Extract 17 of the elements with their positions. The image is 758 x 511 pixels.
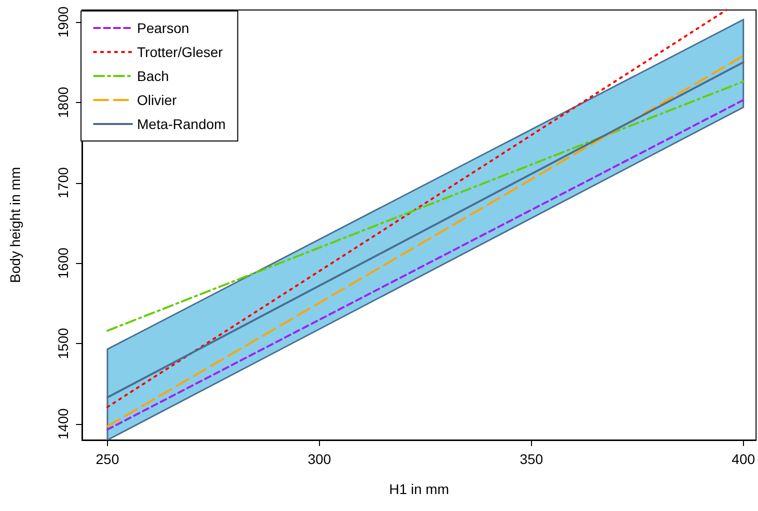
legend-label: Bach	[137, 68, 169, 84]
y-tick-label: 1500	[55, 328, 71, 360]
x-tick-label: 350	[520, 451, 544, 467]
x-axis-title: H1 in mm	[389, 481, 449, 497]
y-axis-title: Body height in mm	[7, 167, 23, 283]
y-tick-label: 1600	[55, 247, 71, 279]
y-tick-label: 1400	[55, 408, 71, 440]
x-tick-label: 250	[96, 451, 120, 467]
y-tick-label: 1700	[55, 167, 71, 198]
legend-label: Pearson	[137, 20, 190, 36]
x-tick-label: 400	[732, 451, 756, 467]
legend-label: Trotter/Gleser	[137, 44, 224, 60]
x-tick-label: 300	[308, 451, 332, 467]
legend-label: Meta-Random	[137, 116, 226, 132]
legend-label: Olivier	[137, 92, 178, 108]
y-tick-label: 1800	[55, 86, 71, 118]
y-tick-label: 1900	[55, 6, 71, 38]
